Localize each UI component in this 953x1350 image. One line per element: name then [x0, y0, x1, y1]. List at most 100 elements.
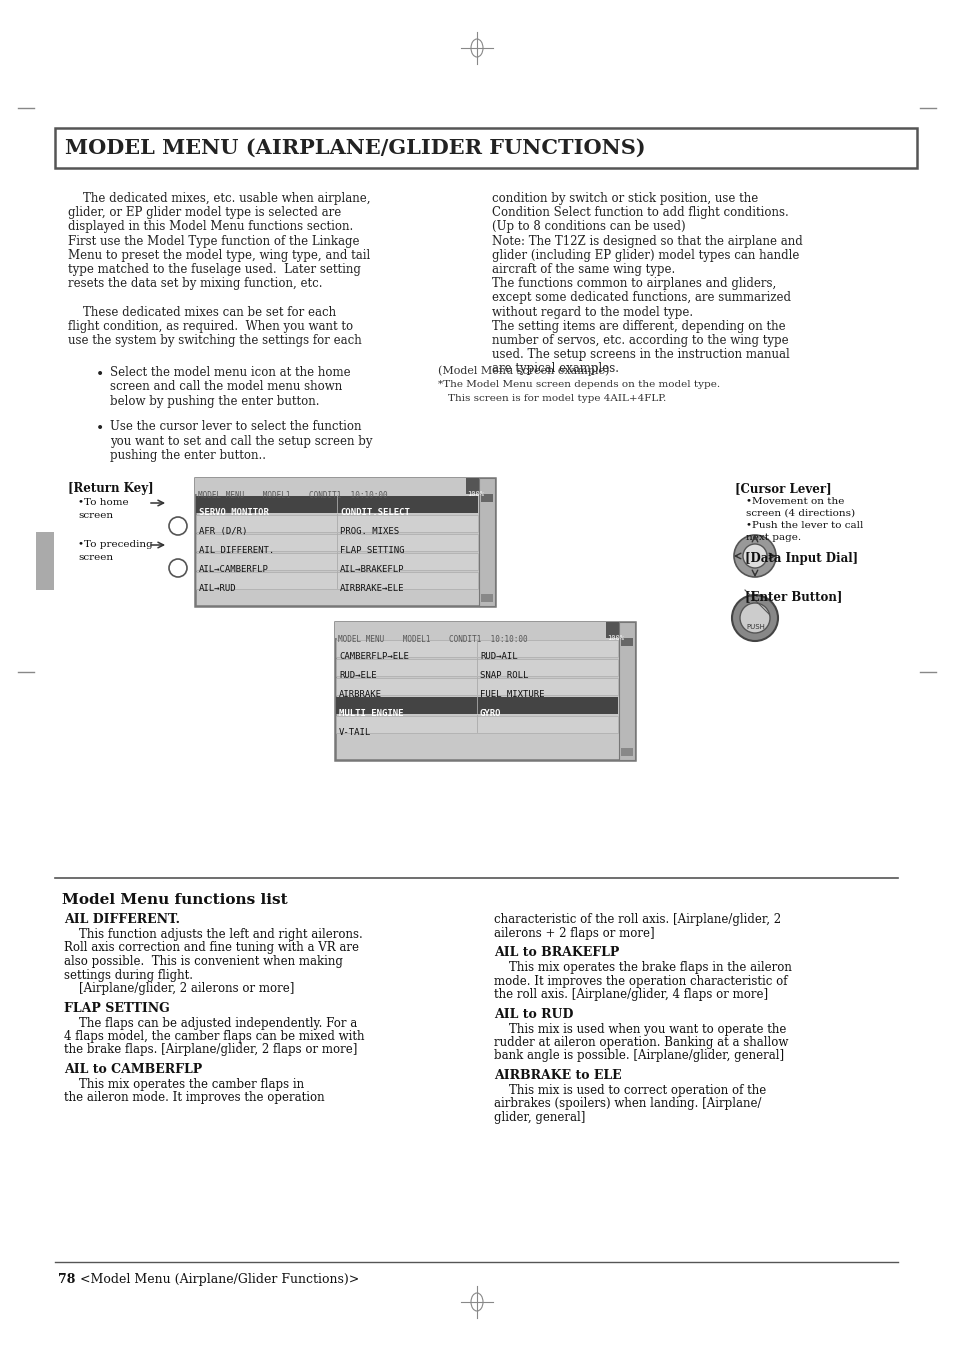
Bar: [605, 622, 618, 639]
Text: •To preceding: •To preceding: [78, 540, 152, 549]
Text: aircraft of the same wing type.: aircraft of the same wing type.: [492, 263, 675, 275]
Text: number of servos, etc. according to the wing type: number of servos, etc. according to the …: [492, 333, 788, 347]
Text: [Data Input Dial]: [Data Input Dial]: [744, 552, 858, 566]
Text: •To home: •To home: [78, 498, 129, 508]
Bar: [620, 639, 633, 647]
Text: 4 flaps model, the camber flaps can be mixed with: 4 flaps model, the camber flaps can be m…: [64, 1030, 364, 1044]
Text: This mix operates the brake flaps in the aileron: This mix operates the brake flaps in the…: [494, 961, 791, 973]
Text: use the system by switching the settings for each: use the system by switching the settings…: [68, 333, 361, 347]
Bar: [195, 572, 477, 589]
Text: First use the Model Type function of the Linkage: First use the Model Type function of the…: [68, 235, 359, 247]
Text: •: •: [96, 423, 104, 436]
Text: Note: The T12Z is designed so that the airplane and: Note: The T12Z is designed so that the a…: [492, 235, 801, 247]
Bar: [36, 532, 54, 590]
Text: (Up to 8 conditions can be used): (Up to 8 conditions can be used): [492, 220, 685, 234]
Bar: [55, 128, 916, 167]
Text: displayed in this Model Menu functions section.: displayed in this Model Menu functions s…: [68, 220, 353, 234]
Bar: [335, 659, 618, 676]
Text: the brake flaps. [Airplane/glider, 2 flaps or more]: the brake flaps. [Airplane/glider, 2 fla…: [64, 1044, 357, 1057]
Text: mode. It improves the operation characteristic of: mode. It improves the operation characte…: [494, 975, 786, 987]
Text: AIRBRAKE to ELE: AIRBRAKE to ELE: [494, 1069, 621, 1081]
Text: RUD→AIL: RUD→AIL: [479, 652, 517, 662]
Text: flight condition, as required.  When you want to: flight condition, as required. When you …: [68, 320, 353, 333]
Bar: [465, 478, 478, 494]
Text: 100%: 100%: [467, 491, 483, 497]
Text: This mix is used to correct operation of the: This mix is used to correct operation of…: [494, 1084, 765, 1098]
Text: condition by switch or stick position, use the: condition by switch or stick position, u…: [492, 192, 758, 205]
Bar: [618, 622, 635, 760]
Text: This function adjusts the left and right ailerons.: This function adjusts the left and right…: [64, 927, 362, 941]
Text: AIRBRAKE: AIRBRAKE: [338, 690, 381, 699]
Text: glider, or EP glider model type is selected are: glider, or EP glider model type is selec…: [68, 207, 341, 219]
Text: MODEL MENU (AIRPLANE/GLIDER FUNCTIONS): MODEL MENU (AIRPLANE/GLIDER FUNCTIONS): [65, 138, 645, 158]
Text: FLAP SETTING: FLAP SETTING: [64, 1002, 170, 1014]
Text: screen and call the model menu shown: screen and call the model menu shown: [110, 381, 342, 393]
Bar: [335, 716, 618, 733]
Text: MODEL MENU    MODEL1    CONDIT1  10:10:00: MODEL MENU MODEL1 CONDIT1 10:10:00: [337, 634, 527, 644]
Text: MODEL MENU    MODEL1    CONDIT1  10:10:00: MODEL MENU MODEL1 CONDIT1 10:10:00: [198, 491, 387, 500]
Bar: [194, 478, 495, 606]
Text: AIL to CAMBERFLP: AIL to CAMBERFLP: [64, 1062, 202, 1076]
Text: *The Model Menu screen depends on the model type.: *The Model Menu screen depends on the mo…: [437, 379, 720, 389]
Bar: [480, 594, 493, 602]
Text: •Movement on the: •Movement on the: [745, 497, 843, 506]
Text: FLAP SETTING: FLAP SETTING: [339, 545, 404, 555]
Bar: [335, 640, 618, 657]
Text: SNAP ROLL: SNAP ROLL: [479, 671, 528, 680]
Text: CAMBERFLP→ELE: CAMBERFLP→ELE: [338, 652, 409, 662]
Bar: [194, 478, 478, 494]
Text: AIL DIFFERENT.: AIL DIFFERENT.: [64, 913, 180, 926]
Text: glider, general]: glider, general]: [494, 1111, 585, 1125]
Text: 100%: 100%: [606, 634, 623, 641]
Bar: [195, 514, 477, 532]
Text: RUD→ELE: RUD→ELE: [338, 671, 376, 680]
Text: SERVO MONITOR: SERVO MONITOR: [199, 508, 269, 517]
Text: the roll axis. [Airplane/glider, 4 flaps or more]: the roll axis. [Airplane/glider, 4 flaps…: [494, 988, 767, 1000]
Text: without regard to the model type.: without regard to the model type.: [492, 305, 693, 319]
Text: below by pushing the enter button.: below by pushing the enter button.: [110, 396, 319, 408]
Ellipse shape: [731, 595, 778, 641]
Text: screen: screen: [78, 554, 113, 562]
Text: are typical examples.: are typical examples.: [492, 362, 618, 375]
Text: GYRO: GYRO: [479, 709, 501, 718]
Text: you want to set and call the setup screen by: you want to set and call the setup scree…: [110, 435, 372, 447]
Text: next page.: next page.: [745, 533, 801, 541]
Text: pushing the enter button..: pushing the enter button..: [110, 450, 266, 462]
Text: the aileron mode. It improves the operation: the aileron mode. It improves the operat…: [64, 1092, 324, 1104]
Text: AIL DIFFERENT.: AIL DIFFERENT.: [199, 545, 274, 555]
Ellipse shape: [733, 535, 775, 576]
Text: V-TAIL: V-TAIL: [338, 728, 371, 737]
Bar: [620, 748, 633, 756]
Text: (Model Menu screen example): (Model Menu screen example): [437, 364, 609, 375]
Bar: [195, 495, 477, 513]
Text: Select the model menu icon at the home: Select the model menu icon at the home: [110, 366, 351, 379]
Text: bank angle is possible. [Airplane/glider, general]: bank angle is possible. [Airplane/glider…: [494, 1049, 783, 1062]
Text: PUSH: PUSH: [745, 624, 764, 630]
Bar: [335, 622, 635, 760]
Text: 78: 78: [58, 1273, 75, 1287]
Text: screen: screen: [78, 512, 113, 520]
Text: [Airplane/glider, 2 ailerons or more]: [Airplane/glider, 2 ailerons or more]: [64, 981, 294, 995]
Text: [Enter Button]: [Enter Button]: [744, 590, 841, 603]
Text: The functions common to airplanes and gliders,: The functions common to airplanes and gl…: [492, 277, 776, 290]
Text: These dedicated mixes can be set for each: These dedicated mixes can be set for eac…: [68, 305, 335, 319]
Text: MULTI ENGINE: MULTI ENGINE: [338, 709, 403, 718]
Text: Condition Select function to add flight conditions.: Condition Select function to add flight …: [492, 207, 788, 219]
Text: [Return Key]: [Return Key]: [68, 482, 153, 495]
Text: Model Menu functions list: Model Menu functions list: [62, 892, 287, 907]
Text: AIL→CAMBERFLP: AIL→CAMBERFLP: [199, 566, 269, 574]
Text: This mix is used when you want to operate the: This mix is used when you want to operat…: [494, 1022, 785, 1035]
Text: <Model Menu (Airplane/Glider Functions)>: <Model Menu (Airplane/Glider Functions)>: [80, 1273, 359, 1287]
Text: screen (4 directions): screen (4 directions): [745, 509, 854, 518]
Bar: [478, 478, 495, 606]
Text: rudder at aileron operation. Banking at a shallow: rudder at aileron operation. Banking at …: [494, 1035, 787, 1049]
Bar: [335, 697, 618, 714]
Text: •: •: [96, 369, 104, 382]
Text: except some dedicated functions, are summarized: except some dedicated functions, are sum…: [492, 292, 790, 304]
Text: [Cursor Lever]: [Cursor Lever]: [734, 482, 831, 495]
Text: FUEL MIXTURE: FUEL MIXTURE: [479, 690, 544, 699]
Text: The dedicated mixes, etc. usable when airplane,: The dedicated mixes, etc. usable when ai…: [68, 192, 370, 205]
Text: Roll axis correction and fine tuning with a VR are: Roll axis correction and fine tuning wit…: [64, 941, 358, 954]
Text: glider (including EP glider) model types can handle: glider (including EP glider) model types…: [492, 248, 799, 262]
Text: also possible.  This is convenient when making: also possible. This is convenient when m…: [64, 954, 342, 968]
